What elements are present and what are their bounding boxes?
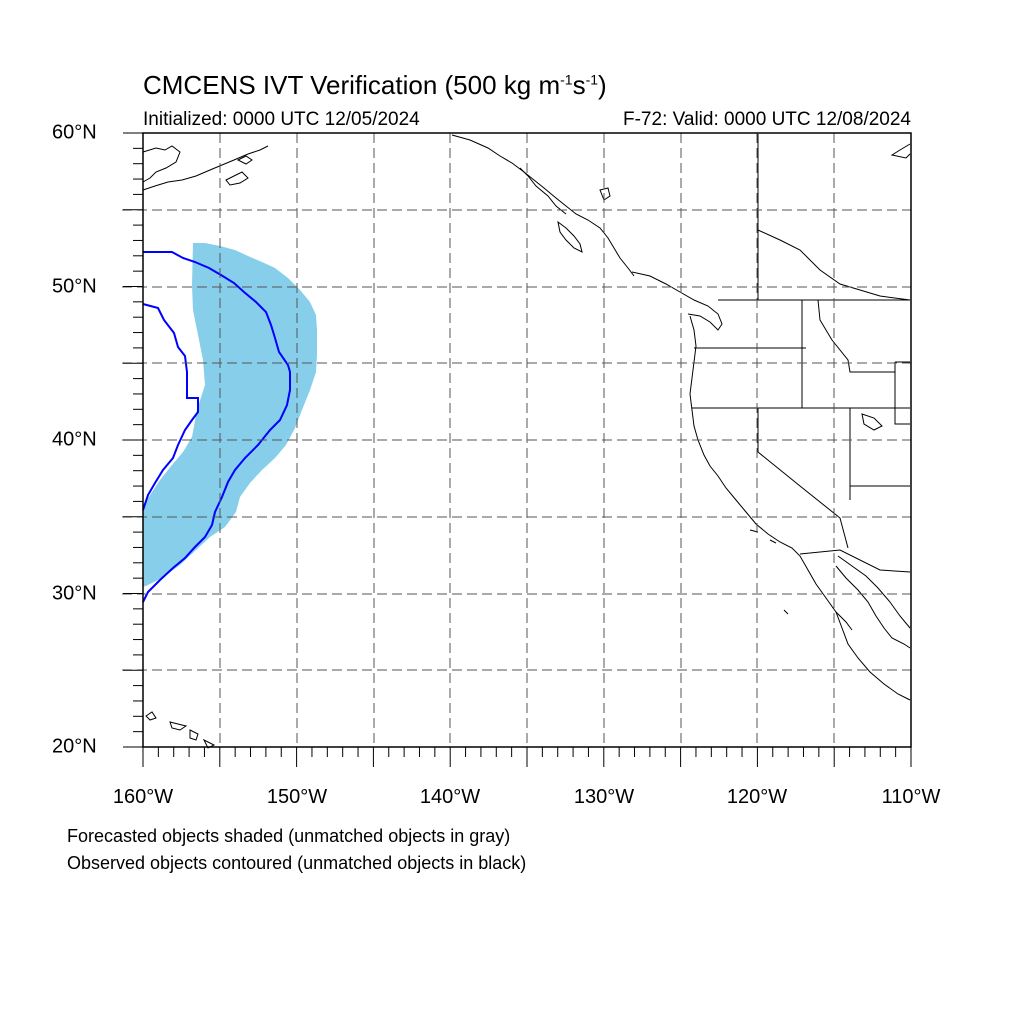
- graticule: [122, 133, 911, 747]
- lat-label-40n: 40°N: [52, 428, 97, 451]
- lon-label-140w: 140°W: [419, 786, 481, 808]
- coastline-borders: [142, 134, 911, 749]
- map-title: CMCENS IVT Verification (500 kg m-1s-1): [143, 70, 607, 100]
- lon-label-120w: 120°W: [726, 786, 788, 808]
- forecast-legend-note: Forecasted objects shaded (unmatched obj…: [67, 826, 511, 846]
- valid-time: F-72: Valid: 0000 UTC 12/08/2024: [623, 109, 911, 130]
- lon-label-150w: 150°W: [266, 786, 328, 808]
- lat-label-50n: 50°N: [52, 275, 97, 298]
- lat-label-20n: 20°N: [52, 735, 97, 758]
- lon-label-110w: 110°W: [881, 786, 941, 808]
- lat-label-60n: 60°N: [52, 121, 97, 144]
- lon-label-160w: 160°W: [112, 786, 174, 808]
- forecast-object: [143, 243, 317, 587]
- observed-legend-note: Observed objects contoured (unmatched ob…: [67, 853, 527, 873]
- observed-object: [142, 251, 291, 603]
- initialized-time: Initialized: 0000 UTC 12/05/2024: [143, 109, 420, 130]
- lat-label-30n: 30°N: [52, 582, 97, 605]
- lon-label-130w: 130°W: [573, 786, 635, 808]
- axis-ticks: [123, 132, 912, 767]
